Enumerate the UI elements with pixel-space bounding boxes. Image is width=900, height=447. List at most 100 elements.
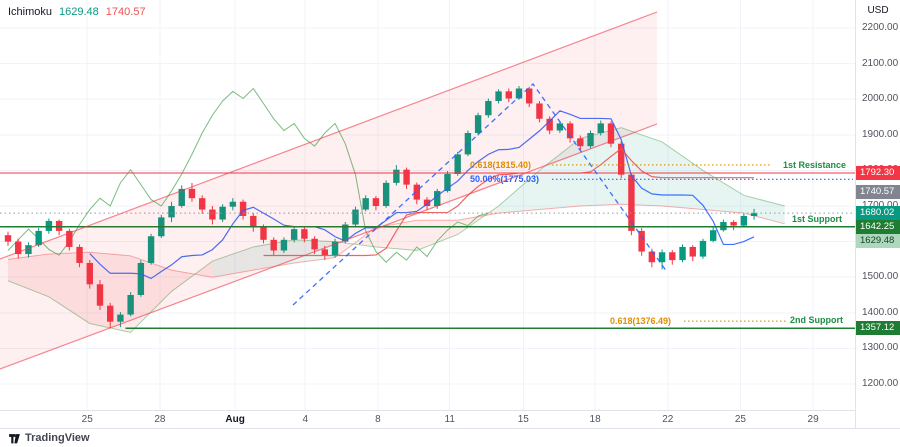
price-tick: 1500.00 [862, 271, 899, 283]
price-label-box: 1357.12 [856, 321, 900, 336]
candle-body [485, 100, 492, 116]
candle-body [699, 240, 707, 257]
candle-body [577, 138, 584, 147]
candle-body [403, 169, 410, 185]
ichimoku-cloud [702, 170, 744, 214]
chikou-line [7, 87, 489, 263]
price-label-box: 1629.48 [856, 234, 900, 249]
candle-body [239, 201, 247, 216]
candle-body [280, 239, 288, 251]
candle-body [597, 123, 604, 134]
bottom-bar: TradingView [0, 428, 900, 447]
price-tick: 1400.00 [862, 306, 899, 318]
candle-body [618, 143, 625, 175]
time-tick: 15 [517, 414, 529, 425]
senkou-a-line [7, 127, 785, 333]
candle-body [730, 222, 737, 226]
candlestick-chart[interactable] [0, 0, 855, 410]
candle-body [413, 184, 420, 200]
candle-body [76, 246, 83, 263]
candle-body [137, 262, 145, 295]
candle-body [270, 239, 277, 251]
time-axis[interactable]: 25 28 Aug 4 8 11 15 18 22 25 29 [0, 410, 855, 429]
candle-body [311, 238, 318, 250]
ichimoku-cloud [375, 220, 417, 251]
ichimoku-cloud [498, 170, 540, 214]
candle-body [628, 174, 635, 231]
parallel-channel[interactable] [0, 12, 657, 372]
ichimoku-cloud [212, 246, 254, 278]
candle-body [515, 88, 523, 99]
senkou-b-line [7, 203, 785, 278]
price-label-box: 1642.25 [856, 220, 900, 235]
indicator-name: Ichimoku [8, 6, 53, 18]
candle-body [147, 236, 155, 263]
ichimoku-cloud [457, 206, 499, 235]
candle-body [301, 229, 308, 239]
candle-body [495, 91, 502, 101]
time-tick: 28 [154, 414, 166, 425]
channel-lower-line[interactable] [0, 123, 658, 372]
tradingview-wordmark: TradingView [25, 432, 90, 444]
candle-body [290, 229, 298, 240]
candle-body [321, 249, 329, 256]
candle-body [546, 118, 553, 131]
time-tick: Aug [225, 414, 245, 425]
time-tick: 25 [81, 414, 93, 425]
candle-body [679, 246, 686, 261]
indicator-values: 1629.48 1740.57 [59, 6, 153, 18]
time-tick: 18 [589, 414, 601, 425]
candle-body [107, 305, 114, 322]
ichimoku-cloud [662, 141, 703, 210]
candle-body [219, 206, 226, 220]
price-tick: 2100.00 [862, 57, 899, 69]
candle-body [587, 133, 594, 147]
candle-body [372, 198, 380, 206]
time-tick: 22 [662, 414, 674, 425]
candle-body [536, 103, 543, 119]
tradingview-logo[interactable]: TradingView [8, 432, 90, 445]
candle-body [188, 188, 196, 199]
price-tick: 1900.00 [862, 128, 899, 140]
candle-body [168, 206, 175, 218]
candle-body [198, 198, 206, 210]
candle-body [750, 213, 758, 216]
candle-body [474, 115, 482, 134]
candle-body [362, 198, 369, 210]
candle-body [250, 215, 257, 228]
candle-body [434, 191, 441, 206]
candle-body [638, 230, 645, 252]
candle-body [556, 123, 564, 131]
channel-upper-line[interactable] [0, 11, 658, 262]
time-tick: 25 [734, 414, 746, 425]
price-tick: 2000.00 [862, 93, 899, 105]
kijun-line [263, 147, 755, 257]
price-tick: 1700.00 [862, 200, 898, 211]
price-tick: 2200.00 [862, 22, 899, 33]
candle-body [127, 295, 134, 315]
candle-body [444, 173, 451, 192]
ichimoku-cloud [416, 220, 458, 251]
candle-body [66, 230, 73, 247]
candle-body [454, 154, 461, 174]
candle-body [566, 123, 574, 139]
candle-body [393, 169, 400, 183]
price-label-box: 1680.02 [856, 206, 900, 221]
candle-body [209, 209, 216, 220]
indicator-legend[interactable]: Ichimoku 1629.48 1740.57 [8, 6, 153, 18]
candle-body [352, 209, 359, 225]
time-tick: 4 [302, 414, 309, 425]
trend-zigzag[interactable] [292, 83, 668, 306]
candle-body [607, 123, 615, 144]
price-label-box: 1740.57 [856, 184, 900, 199]
candle-body [505, 91, 512, 99]
price-label-box: 1792.30 [856, 166, 900, 181]
chart-canvas[interactable]: 1st Resistance 1st Support 2nd Support 0.61… [0, 0, 855, 410]
price-axis[interactable]: USD 2200.002100.002000.001900.001800.001… [855, 0, 900, 428]
candle-body [178, 188, 185, 206]
candle-body [382, 182, 390, 206]
candle-body [331, 241, 339, 256]
candle-body [15, 241, 22, 255]
candle-body [229, 201, 237, 207]
